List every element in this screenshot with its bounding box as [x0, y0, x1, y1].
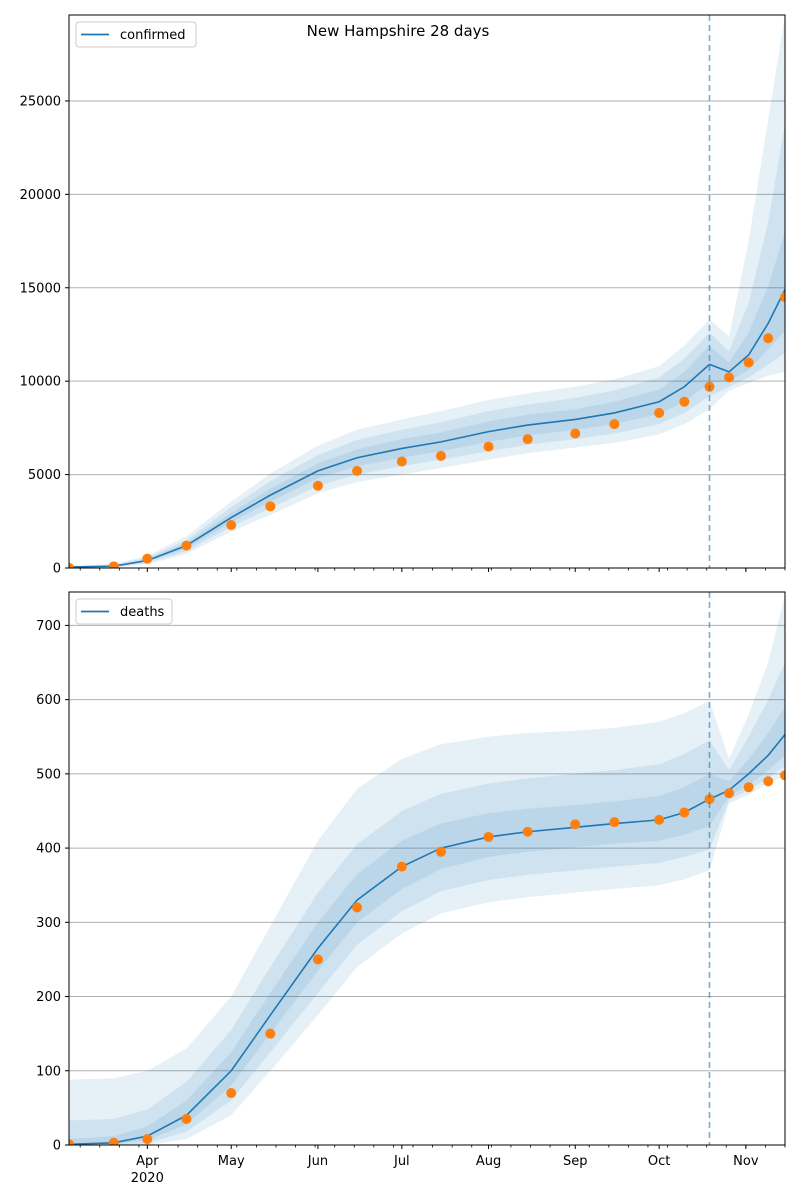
observed-point [312, 954, 323, 965]
axes-frame [68, 591, 786, 1146]
y-tick-label: 15000 [20, 281, 61, 296]
band-mid-fit [69, 332, 710, 568]
y-tick-label: 0 [53, 562, 61, 577]
observed-point [352, 465, 363, 476]
band-inner-fit [69, 773, 710, 1145]
observed-point [570, 428, 581, 439]
observed-point [435, 846, 446, 857]
observed-point [352, 902, 363, 913]
band-outer-fit [69, 701, 710, 1145]
observed-point [265, 501, 276, 512]
y-tick-label: 500 [36, 767, 61, 782]
observed-point [396, 861, 407, 872]
observed-point [724, 372, 735, 383]
x-tick-label: Jun [307, 1154, 328, 1169]
legend-label: confirmed [120, 28, 186, 43]
y-tick-label: 400 [36, 842, 61, 857]
observed-point [763, 776, 774, 787]
observed-point [654, 814, 665, 825]
observed-point [142, 553, 153, 564]
y-tick-label: 600 [36, 693, 61, 708]
observed-point [312, 480, 323, 491]
observed-point [609, 817, 620, 828]
y-tick-label: 10000 [20, 375, 61, 390]
y-tick-label: 100 [36, 1064, 61, 1079]
plot-area [69, 595, 785, 1145]
observed-point [724, 788, 735, 799]
observed-point [522, 434, 533, 445]
x-tick-label: Aug [476, 1154, 501, 1169]
x-tick-label: Oct [648, 1154, 670, 1169]
observed-point [142, 1134, 153, 1145]
model-line-forecast [709, 289, 785, 373]
x-tick-label: May [218, 1154, 245, 1169]
observed-point [743, 782, 754, 793]
band-inner-fit [69, 345, 710, 568]
y-tick-label: 5000 [28, 468, 61, 483]
legend-box [75, 598, 173, 625]
y-tick-label: 300 [36, 916, 61, 931]
observed-point [108, 561, 119, 568]
band-outer-forecast [709, 595, 785, 871]
band-outer-fit [69, 319, 710, 568]
observed-point [780, 770, 785, 781]
x-tick-label: Jul [393, 1154, 410, 1169]
observed-point [435, 450, 446, 461]
band-mid-fit [69, 740, 710, 1145]
observed-point [570, 819, 581, 830]
legend-box [75, 21, 197, 48]
plot-area [69, 15, 785, 568]
observed-point [654, 407, 665, 418]
observed-point [679, 807, 690, 818]
x-tick-sublabel: 2020 [131, 1171, 164, 1186]
x-tick-label: Apr [136, 1154, 159, 1169]
observed-point [108, 1137, 119, 1145]
y-tick-label: 25000 [20, 94, 61, 109]
observed-point [743, 357, 754, 368]
x-tick-label: Sep [563, 1154, 588, 1169]
observed-point [704, 794, 715, 805]
band-mid-forecast [709, 662, 785, 850]
confirmed-chart: 0 5000 10000 15000 20000 25000 confirmed [20, 14, 786, 577]
observed-point [609, 419, 620, 430]
model-line-forecast [709, 734, 785, 800]
observed-point [483, 441, 494, 452]
y-tick-label: 0 [53, 1139, 61, 1154]
observed-point [483, 831, 494, 842]
deaths-chart: 0 100 200 300 400 500 600 700 Apr 2020 May Jun Jul Au… [36, 591, 786, 1186]
observed-point [69, 1139, 74, 1145]
x-tick-label: Nov [733, 1154, 759, 1169]
figure-title: New Hampshire 28 days [307, 22, 490, 40]
observed-point [181, 540, 192, 551]
observed-point [69, 562, 74, 568]
observed-point [679, 396, 690, 407]
observed-point [265, 1028, 276, 1039]
band-outer-forecast [709, 15, 785, 410]
observed-point [181, 1114, 192, 1125]
y-tick-label: 700 [36, 619, 61, 634]
band-inner-forecast [709, 231, 785, 384]
model-line-fit [69, 363, 711, 568]
observed-point [763, 333, 774, 344]
y-tick-label: 20000 [20, 188, 61, 203]
observed-point [226, 1088, 237, 1099]
axes-frame [68, 14, 786, 569]
observed-point [522, 826, 533, 837]
observed-point [226, 520, 237, 531]
legend-label: deaths [120, 605, 165, 620]
y-tick-label: 200 [36, 990, 61, 1005]
observed-point [780, 292, 785, 303]
observed-point [396, 456, 407, 467]
